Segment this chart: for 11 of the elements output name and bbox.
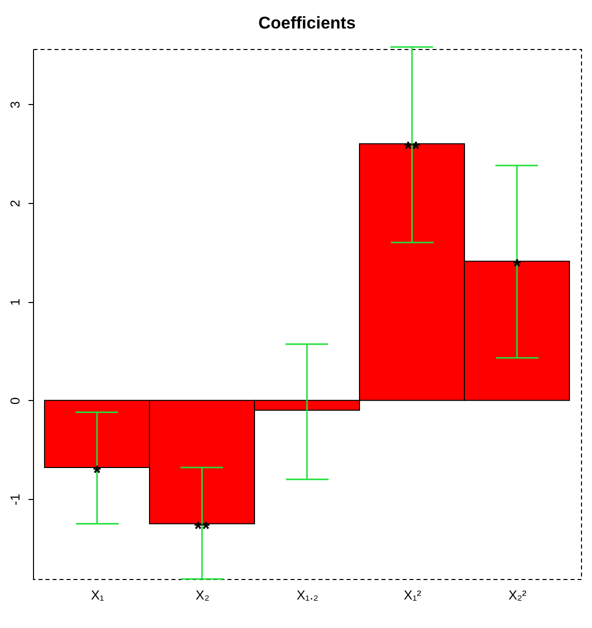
x-tick-label: X₂² <box>508 588 528 602</box>
y-tick-label: -1 <box>8 494 22 506</box>
x-tick-label: X₁ <box>91 588 105 602</box>
x-tick-label: X₁² <box>404 588 422 602</box>
chart-title: Coefficients <box>258 13 356 32</box>
y-tick-label: 0 <box>8 397 22 404</box>
y-tick-label: 3 <box>8 101 22 108</box>
y-tick-label: 2 <box>8 200 22 208</box>
x-tick-label: X₁.₂ <box>296 588 318 602</box>
x-tick-label: X₂ <box>196 588 210 602</box>
y-tick-label: 1 <box>8 298 22 306</box>
